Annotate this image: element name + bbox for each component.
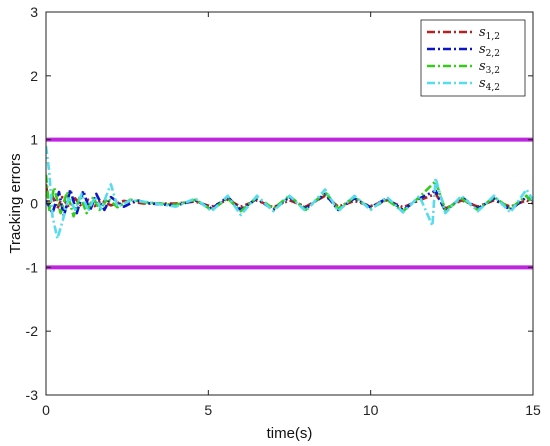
y-tick-label: 1	[30, 132, 38, 148]
legend-series-name: s	[479, 59, 486, 74]
legend-series-subscript: 4,2	[486, 83, 500, 93]
y-tick-label: 3	[30, 4, 38, 20]
legend-series-subscript: 3,2	[486, 66, 500, 76]
legend-box	[420, 19, 526, 97]
series-line-4	[46, 145, 533, 240]
bounds-layer	[46, 137, 533, 270]
x-axis-label: time(s)	[267, 425, 313, 442]
series-line-3	[46, 174, 533, 218]
legend-label-3: s3,2	[479, 59, 500, 76]
legend-series-name: s	[479, 25, 486, 40]
y-tick-label: -1	[26, 259, 39, 275]
y-tick-label: -2	[26, 323, 39, 339]
y-tick-label: -3	[26, 387, 39, 403]
legend-series-name: s	[479, 76, 486, 91]
legend: s1,2s2,2s3,2s4,2	[420, 19, 526, 97]
legend-label-4: s4,2	[479, 76, 500, 93]
legend-label-2: s2,2	[479, 42, 500, 59]
y-tick-label: 2	[30, 68, 38, 84]
x-tick-label: 5	[204, 402, 212, 418]
x-tick-label: 0	[42, 402, 50, 418]
y-axis-label: Tracking errors	[7, 153, 24, 253]
series-layer	[46, 145, 533, 240]
legend-series-name: s	[479, 42, 486, 57]
legend-series-subscript: 2,2	[486, 49, 500, 59]
y-axis: -3 -2 -1 0 1 2 3	[26, 4, 533, 403]
x-tick-label: 10	[363, 402, 379, 418]
legend-series-subscript: 1,2	[486, 32, 500, 42]
legend-label-1: s1,2	[479, 25, 500, 42]
x-axis: 0 5 10 15	[42, 12, 541, 418]
x-tick-label: 15	[525, 402, 541, 418]
y-tick-label: 0	[30, 196, 38, 212]
